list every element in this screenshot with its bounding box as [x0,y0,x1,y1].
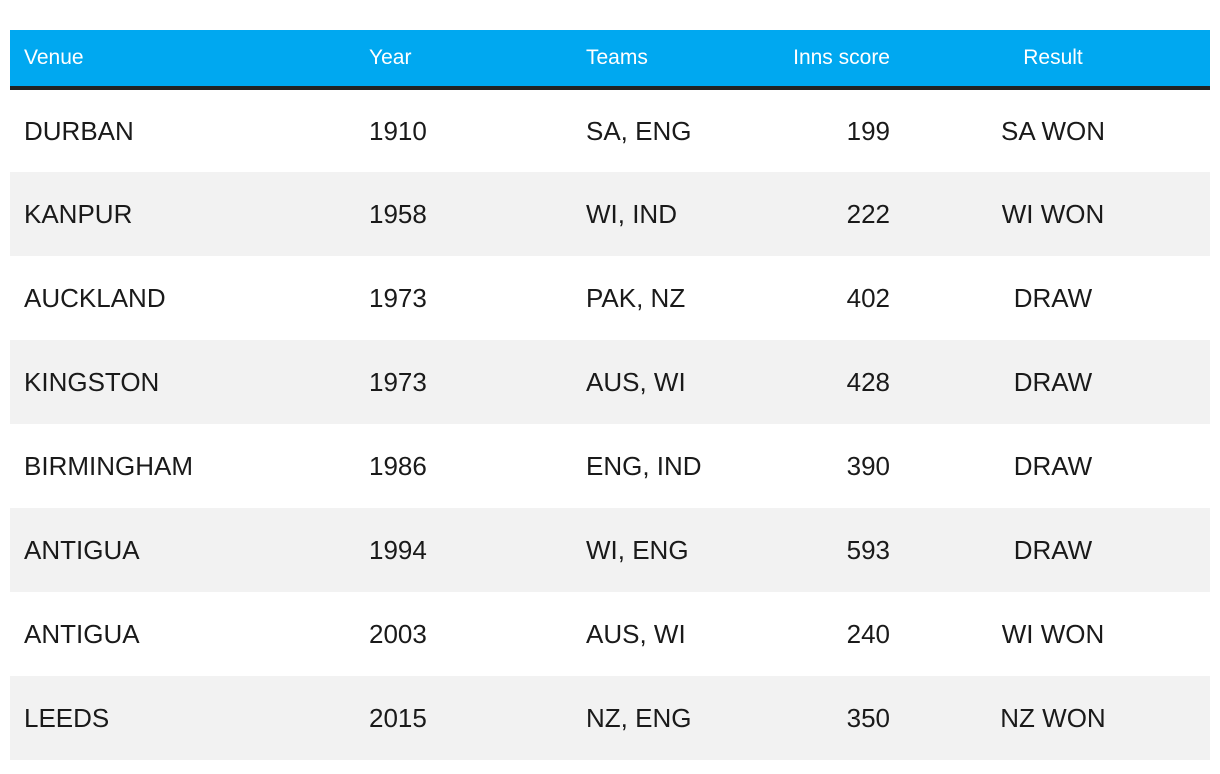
header-result: Result [896,30,1210,90]
cell-venue: LEEDS [24,702,110,733]
cell-teams: ENG, IND [586,450,702,481]
table-body: DURBAN 1910 SA, ENG 199 SA WON KANPUR 19… [10,88,1210,760]
cell-inns-score: 390 [846,450,890,481]
table-row: ANTIGUA 1994 WI, ENG 593 DRAW [10,508,1210,592]
cell-year: 2003 [369,618,427,649]
cell-result: WI WON [1001,618,1105,649]
cell-year: 1994 [369,534,427,565]
cell-result: WI WON [1001,198,1105,229]
table-row: LEEDS 2015 NZ, ENG 350 NZ WON [10,676,1210,760]
cell-result: DRAW [1013,366,1093,397]
header-row: Venue Year Teams Inns score Result [10,30,1210,90]
cell-venue: KANPUR [24,198,133,229]
cell-result: SA WON [1000,115,1105,146]
cell-year: 2015 [369,702,427,733]
table-header: Venue Year Teams Inns score Result [10,30,1210,90]
cell-year: 1986 [369,450,427,481]
cell-result: DRAW [1013,282,1093,313]
table-row: ANTIGUA 2003 AUS, WI 240 WI WON [10,592,1210,676]
cell-teams: AUS, WI [586,366,686,397]
cell-inns-score: 240 [846,618,890,649]
cell-venue: ANTIGUA [24,618,140,649]
cell-inns-score: 402 [846,282,890,313]
table-row: DURBAN 1910 SA, ENG 199 SA WON [10,88,1210,172]
table-row: KANPUR 1958 WI, IND 222 WI WON [10,172,1210,256]
header-teams: Teams [572,30,752,90]
cell-venue: BIRMINGHAM [24,450,193,481]
cell-venue: DURBAN [24,115,134,146]
table-row: AUCKLAND 1973 PAK, NZ 402 DRAW [10,256,1210,340]
header-year: Year [355,30,572,90]
cell-teams: WI, ENG [586,534,689,565]
cell-year: 1973 [369,282,427,313]
cell-inns-score: 222 [846,198,890,229]
cell-venue: KINGSTON [24,366,160,397]
cell-year: 1910 [369,115,427,146]
cell-teams: PAK, NZ [586,282,686,313]
cell-venue: AUCKLAND [24,282,166,313]
cell-teams: WI, IND [586,198,677,229]
cell-venue: ANTIGUA [24,534,140,565]
results-table: Venue Year Teams Inns score Result DURBA… [10,30,1210,760]
cell-inns-score: 593 [846,534,890,565]
cell-inns-score: 428 [846,366,890,397]
results-table-container: Venue Year Teams Inns score Result DURBA… [10,30,1210,760]
cell-year: 1973 [369,366,427,397]
cell-teams: AUS, WI [586,618,686,649]
cell-inns-score: 199 [846,115,890,146]
header-inns-score: Inns score [752,30,896,90]
cell-teams: NZ, ENG [586,702,692,733]
cell-year: 1958 [369,198,427,229]
cell-result: DRAW [1013,534,1093,565]
cell-teams: SA, ENG [586,115,692,146]
cell-inns-score: 350 [846,702,890,733]
table-row: KINGSTON 1973 AUS, WI 428 DRAW [10,340,1210,424]
table-row: BIRMINGHAM 1986 ENG, IND 390 DRAW [10,424,1210,508]
cell-result: NZ WON [1000,702,1106,733]
header-venue: Venue [10,30,355,90]
cell-result: DRAW [1013,450,1093,481]
